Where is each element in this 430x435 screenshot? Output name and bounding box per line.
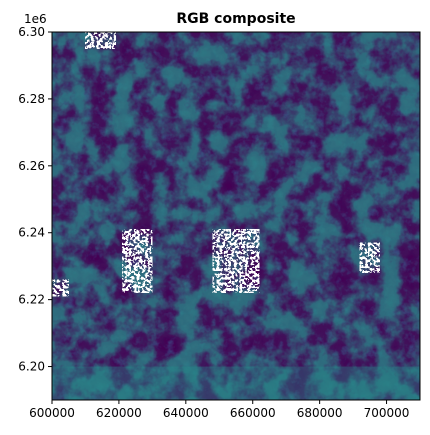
y-axis-offset-label: 1e6 <box>24 12 47 26</box>
chart-title: RGB composite <box>176 11 295 27</box>
nodata-region-east <box>359 242 380 273</box>
y-tick-label: 6.24 <box>18 226 45 240</box>
raster-image <box>52 32 420 400</box>
x-tick-label: 660000 <box>230 406 276 420</box>
y-tick-label: 6.20 <box>18 360 45 374</box>
x-tick-label: 680000 <box>297 406 343 420</box>
y-tick-label: 6.30 <box>18 25 45 39</box>
plot-frame <box>51 31 421 401</box>
nodata-region-central-west <box>122 229 153 293</box>
y-tick-label: 6.28 <box>18 92 45 106</box>
nodata-region-west-edge <box>52 279 69 297</box>
x-tick-label: 700000 <box>364 406 410 420</box>
nodata-region-central <box>212 229 260 293</box>
x-tick-label: 600000 <box>29 406 75 420</box>
nodata-region-top-left <box>85 32 116 49</box>
x-tick-label: 640000 <box>163 406 209 420</box>
x-tick-label: 620000 <box>96 406 142 420</box>
raster-bottom-strip <box>52 366 420 400</box>
raster-texture-teal <box>52 32 420 400</box>
axes: 600000 620000 640000 660000 680000 700000 6.20… <box>18 25 421 420</box>
y-tick-label: 6.26 <box>18 159 45 173</box>
y-tick-label: 6.22 <box>18 293 45 307</box>
